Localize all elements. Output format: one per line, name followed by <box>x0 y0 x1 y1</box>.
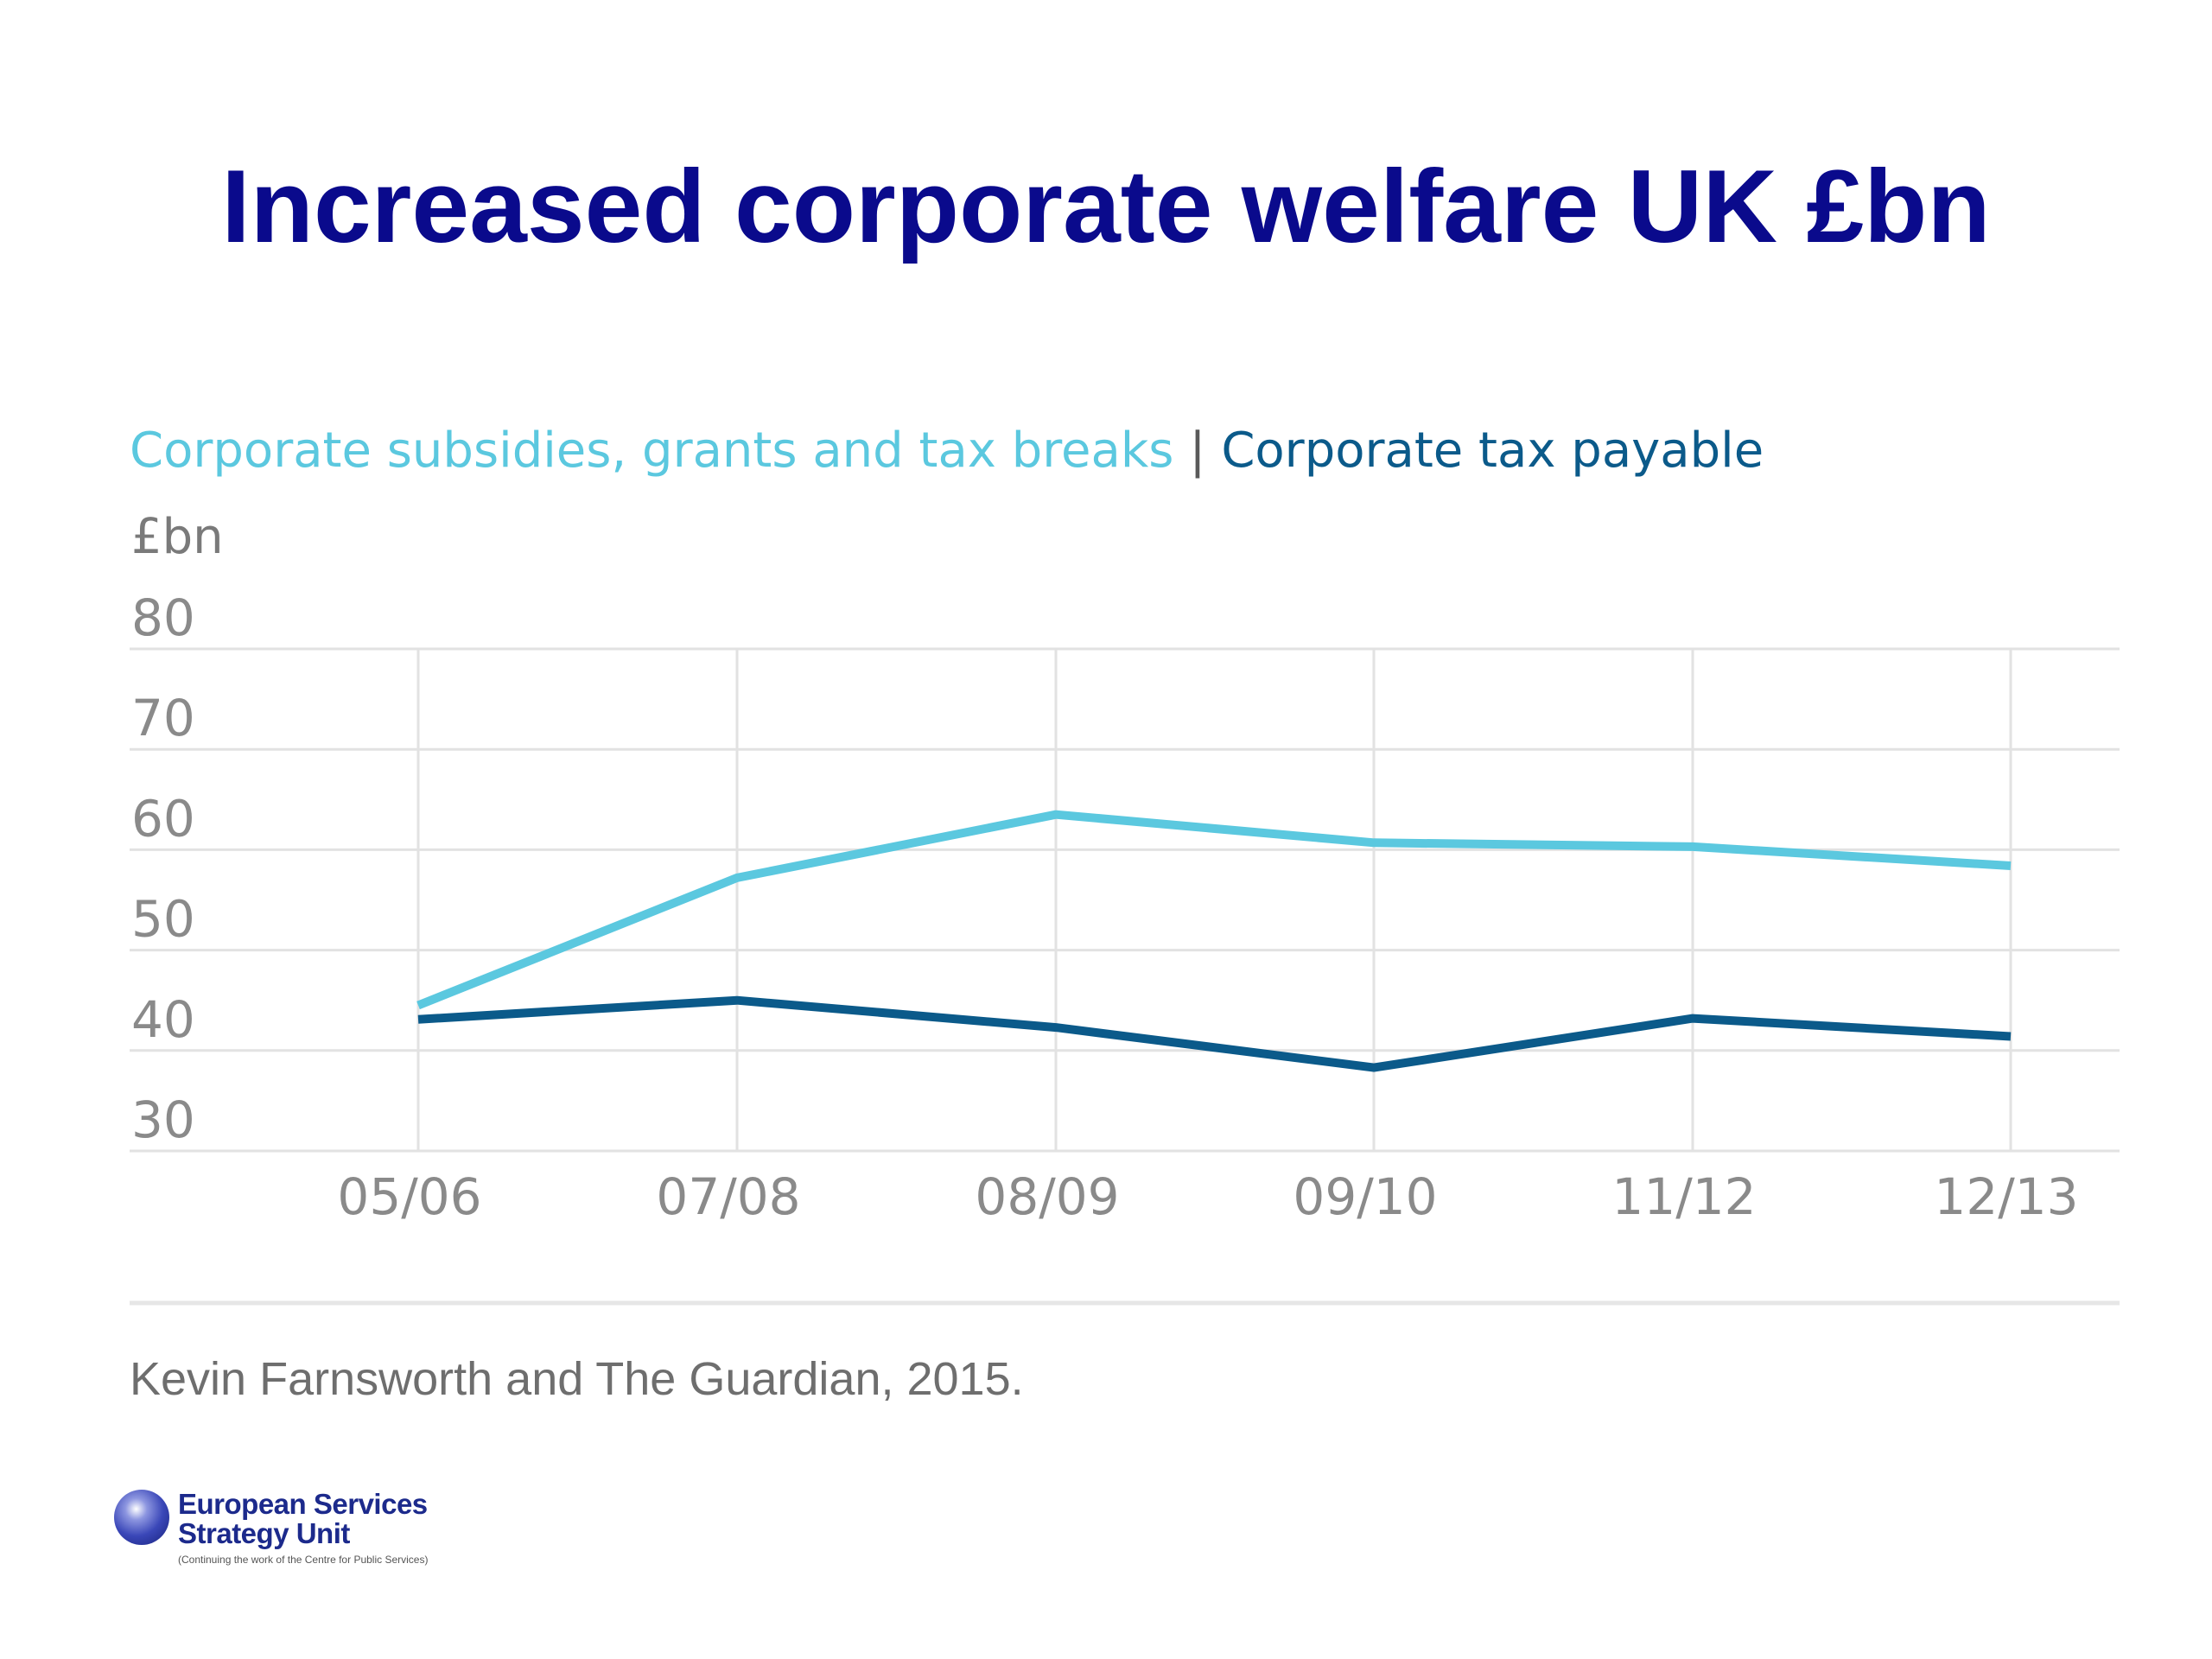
chart-legend: Corporate subsidies, grants and tax brea… <box>130 423 1764 479</box>
x-tick-label: 05/06 <box>337 1167 481 1226</box>
logo: European Services Strategy Unit (Continu… <box>114 1488 477 1574</box>
logo-tagline: (Continuing the work of the Centre for P… <box>178 1554 429 1566</box>
legend-item-tax: Corporate tax payable <box>1221 423 1764 479</box>
chart-grid <box>130 647 2120 1153</box>
y-tick-label: 40 <box>131 990 195 1049</box>
globe-icon <box>114 1490 169 1545</box>
y-axis-unit-label: £bn <box>131 509 224 565</box>
y-tick-label: 60 <box>131 789 195 848</box>
source-credit: Kevin Farnsworth and The Guardian, 2015. <box>130 1353 1024 1405</box>
x-tick-label: 08/09 <box>975 1167 1119 1226</box>
x-axis-ticks: 05/06 07/08 08/09 09/10 11/12 12/13 <box>337 1167 2078 1226</box>
series-line-tax <box>417 995 2012 1072</box>
legend-item-subsidies: Corporate subsidies, grants and tax brea… <box>130 423 1173 479</box>
y-tick-label: 80 <box>131 588 195 647</box>
y-tick-label: 50 <box>131 890 195 949</box>
chart-series <box>416 810 2012 1072</box>
x-tick-label: 09/10 <box>1293 1167 1437 1226</box>
logo-line-2: Strategy Unit <box>178 1517 350 1549</box>
slide-title: Increased corporate welfare UK £bn <box>221 149 1991 264</box>
legend-separator: | <box>1189 423 1205 479</box>
x-tick-label: 12/13 <box>1934 1167 2078 1226</box>
legend-text: Corporate subsidies, grants and tax brea… <box>130 423 1764 479</box>
series-line-subsidies <box>416 810 2012 1010</box>
y-axis-ticks: 80 70 60 50 40 30 <box>131 588 195 1149</box>
x-tick-label: 11/12 <box>1611 1167 1756 1226</box>
y-tick-label: 70 <box>131 689 195 747</box>
y-tick-label: 30 <box>131 1090 195 1149</box>
x-tick-label: 07/08 <box>656 1167 800 1226</box>
logo-line-1: European Services <box>178 1488 428 1520</box>
